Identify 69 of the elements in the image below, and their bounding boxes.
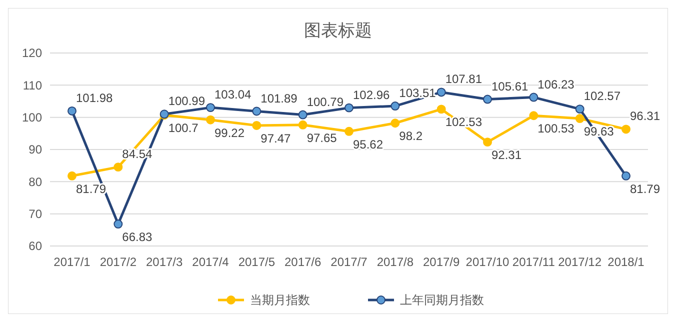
x-tick-label: 2017/10 (466, 255, 510, 269)
y-tick-label: 60 (28, 239, 42, 254)
x-tick-label: 2017/3 (146, 255, 184, 269)
data-label: 102.96 (353, 88, 390, 102)
x-tick-label: 2017/4 (192, 255, 230, 269)
data-label: 92.31 (492, 148, 522, 162)
point (390, 118, 400, 128)
point (436, 88, 446, 97)
y-tick-label: 100 (22, 110, 42, 125)
x-tick-label: 2017/5 (238, 255, 276, 269)
data-label: 107.81 (445, 72, 482, 86)
data-label: 103.04 (214, 88, 252, 102)
data-label: 96.31 (630, 109, 660, 124)
point (483, 94, 492, 104)
data-label: 100.99 (168, 94, 206, 108)
data-label: 102.57 (584, 89, 621, 104)
point (206, 103, 215, 112)
point (114, 162, 123, 172)
y-tick-label: 110 (22, 78, 42, 92)
point (206, 115, 215, 124)
point (298, 110, 308, 120)
data-label: 100.53 (538, 122, 575, 136)
point (575, 114, 584, 124)
data-label: 100.7 (168, 121, 199, 136)
legend-label: 上年同期月指数 (400, 293, 484, 308)
point (622, 124, 630, 134)
point (114, 220, 123, 229)
data-label: 105.61 (492, 79, 529, 94)
point (68, 171, 76, 180)
point (483, 138, 492, 147)
x-tick-label: 2017/2 (100, 255, 137, 269)
point (575, 104, 584, 114)
legend-label: 当期月指数 (250, 293, 310, 308)
x-tick-label: 2017/8 (376, 255, 414, 269)
point (344, 126, 354, 136)
data-label: 103.51 (399, 86, 436, 100)
data-label: 81.79 (630, 182, 660, 196)
point (436, 104, 446, 114)
data-label: 101.89 (260, 91, 298, 106)
x-tick-label: 2018/1 (608, 255, 645, 269)
data-label: 106.23 (538, 77, 575, 92)
data-label: 100.79 (306, 94, 344, 109)
chart-title: 图表标题 (304, 21, 372, 40)
point (529, 111, 538, 120)
y-tick-label: 80 (28, 174, 42, 189)
y-tick-label: 70 (28, 207, 42, 222)
point (252, 106, 262, 116)
y-tick-label: 90 (28, 142, 42, 157)
x-tick-label: 2017/1 (54, 255, 91, 269)
x-tick-label: 2017/11 (512, 255, 556, 269)
point (622, 171, 630, 180)
point (344, 103, 354, 112)
data-label: 97.65 (306, 130, 338, 145)
data-label: 98.2 (399, 129, 423, 144)
data-label: 66.83 (122, 230, 153, 244)
point (68, 106, 76, 116)
point (252, 120, 262, 130)
x-tick-label: 2017/7 (330, 255, 368, 269)
data-label: 101.98 (76, 90, 114, 105)
x-tick-label: 2017/9 (422, 255, 460, 269)
data-label: 99.22 (214, 126, 245, 140)
x-tick-label: 2017/12 (558, 255, 602, 269)
data-label: 95.62 (353, 137, 384, 152)
y-tick-label: 120 (22, 46, 42, 60)
data-label: 97.47 (260, 131, 292, 146)
x-tick-label: 2017/6 (284, 255, 322, 269)
point (390, 102, 400, 111)
point (298, 120, 308, 130)
point (529, 92, 538, 102)
